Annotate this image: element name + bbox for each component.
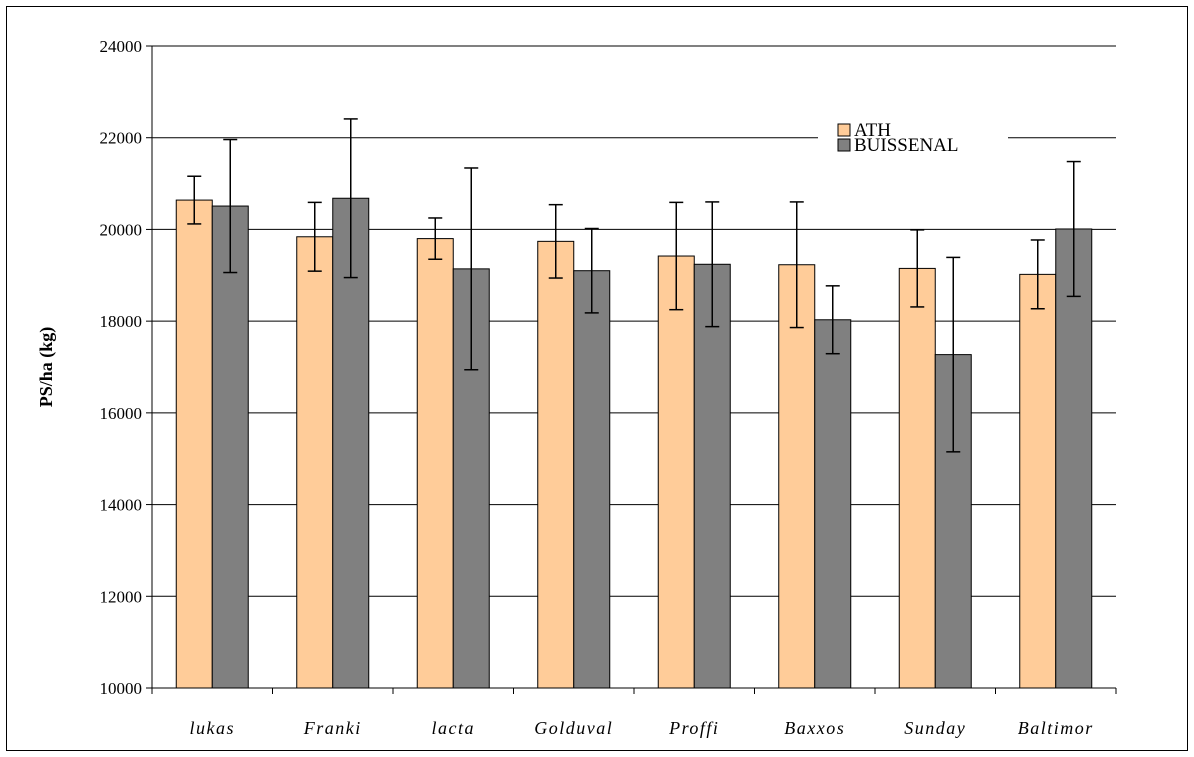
bar-buissenal-baltimor [1055,228,1093,689]
bar-buissenal-proffi [693,263,731,689]
x-tick-label: Golduval [534,718,613,738]
legend-swatch-buissenal [837,138,851,152]
bars [175,197,1093,689]
x-tick-label: lacta [432,718,476,738]
y-tick-label: 14000 [100,496,143,515]
bar-ath-baltimor [1019,273,1057,689]
y-tick-label: 20000 [100,220,143,239]
y-tick-label: 10000 [100,679,143,698]
x-tick-label: lukas [190,718,236,738]
x-tick-label: Franki [303,718,362,738]
legend: ATH BUISSENAL [818,108,1008,164]
bar-ath-lukas [175,199,213,689]
bar-ath-golduval [537,240,575,689]
y-tick-label: 24000 [100,37,143,56]
bar-buissenal-lukas [211,205,249,689]
x-tick-label: Proffi [668,718,719,738]
error-bars [187,118,1081,453]
y-tick-label: 16000 [100,404,143,423]
x-tick-label: Baxxos [784,718,845,738]
bar-buissenal-lacta [452,268,490,689]
y-tick-label: 18000 [100,312,143,331]
y-axis-label: PS/ha (kg) [36,327,57,408]
x-tick-label: Sunday [904,718,966,738]
legend-swatch-ath [837,123,851,137]
bar-ath-sunday [898,267,936,689]
bar-ath-baxxos [778,264,816,689]
x-tick-label: Baltimor [1018,718,1094,738]
bar-buissenal-franki [332,197,370,689]
legend-label-buissenal: BUISSENAL [854,135,959,156]
bar-ath-franki [296,236,334,689]
bar-ath-proffi [657,255,695,689]
axes: 10000 12000 14000 16000 18000 20000 22000 24000… [100,37,1117,738]
y-tick-label: 12000 [100,587,143,606]
bar-ath-lacta [416,238,454,689]
bar-buissenal-golduval [573,270,611,689]
y-tick-label: 22000 [100,129,143,148]
legend-label-ath: ATH [854,120,891,141]
bar-buissenal-baxxos [814,319,852,689]
